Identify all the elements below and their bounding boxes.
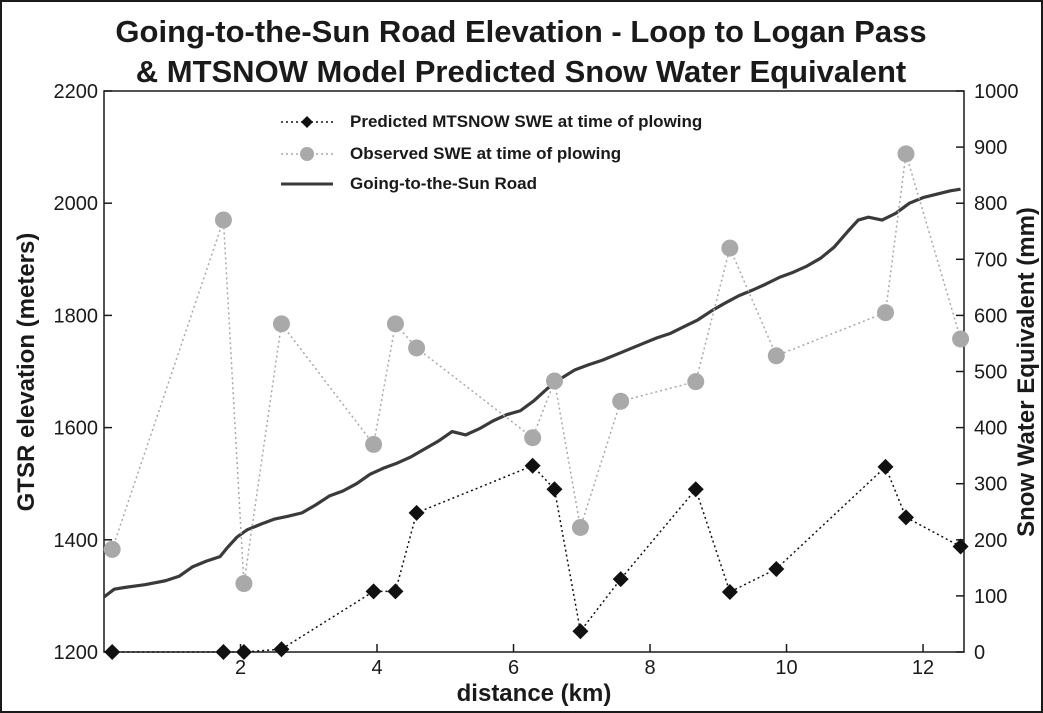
legend: Predicted MTSNOW SWE at time of plowing … xyxy=(281,112,702,193)
legend-predicted-diamond-icon xyxy=(301,116,313,128)
observed-swe-point xyxy=(612,392,630,410)
y-right-tick-label: 800 xyxy=(974,193,1007,215)
observed-swe-point xyxy=(235,575,253,593)
y-left-tick-label: 2000 xyxy=(54,193,99,215)
series-going-to-the-sun-road xyxy=(103,187,961,599)
observed-swe-point xyxy=(386,315,404,333)
legend-predicted-label: Predicted MTSNOW SWE at time of plowing xyxy=(350,112,702,131)
y-right-tick-label: 500 xyxy=(974,362,1007,384)
predicted-swe-point xyxy=(897,509,914,526)
y-right-tick-label: 600 xyxy=(974,305,1007,327)
predicted-swe-point xyxy=(721,583,738,600)
y-right-tick-label: 300 xyxy=(974,474,1007,496)
observed-swe-line xyxy=(111,153,962,584)
road-elevation-line xyxy=(103,187,961,599)
predicted-swe-line xyxy=(112,464,961,653)
observed-swe-point xyxy=(408,339,426,357)
observed-swe-point xyxy=(103,540,121,558)
y-axis-right: 0 100 200 300 400 500 600 700 800 900 1000 xyxy=(956,81,1019,664)
observed-swe-point xyxy=(571,518,589,536)
predicted-swe-point xyxy=(215,644,232,660)
x-tick-label: 4 xyxy=(371,657,382,679)
predicted-swe-point xyxy=(104,644,121,660)
legend-observed-circle-icon xyxy=(300,147,314,161)
predicted-swe-point xyxy=(387,583,404,600)
predicted-swe-point xyxy=(408,504,425,521)
y-left-tick-label: 1600 xyxy=(54,418,99,440)
legend-road-label: Going-to-the-Sun Road xyxy=(350,174,537,193)
predicted-swe-point xyxy=(235,644,252,660)
predicted-swe-point xyxy=(546,481,563,498)
y-left-tick-label: 1800 xyxy=(54,305,99,327)
observed-swe-point xyxy=(545,372,563,390)
y-right-tick-label: 200 xyxy=(974,530,1007,552)
y-right-tick-label: 1000 xyxy=(974,81,1019,103)
y-right-tick-label: 900 xyxy=(974,137,1007,159)
y-axis-left-label: GTSR elevation (meters) xyxy=(13,233,40,512)
y-axis-right-label: Snow Water Equivalent (mm) xyxy=(1013,207,1040,537)
predicted-swe-point xyxy=(524,457,541,474)
predicted-swe-point xyxy=(687,481,704,498)
predicted-swe-point xyxy=(768,560,785,577)
y-right-tick-label: 400 xyxy=(974,418,1007,440)
x-tick-label: 10 xyxy=(775,657,797,679)
legend-observed-label: Observed SWE at time of plowing xyxy=(350,144,621,163)
observed-swe-point xyxy=(897,145,915,163)
observed-swe-point xyxy=(365,435,383,453)
y-right-tick-label: 0 xyxy=(974,642,985,664)
x-tick-label: 6 xyxy=(508,657,519,679)
y-left-tick-label: 1400 xyxy=(54,530,99,552)
observed-swe-point xyxy=(952,330,970,348)
observed-swe-point xyxy=(721,239,739,257)
y-left-tick-label: 2200 xyxy=(54,81,99,103)
series-observed-swe xyxy=(103,145,970,593)
predicted-swe-point xyxy=(572,623,589,640)
predicted-swe-point xyxy=(877,458,894,475)
predicted-swe-point xyxy=(612,571,629,588)
x-tick-label: 8 xyxy=(644,657,655,679)
predicted-swe-point xyxy=(273,641,290,658)
chart-title-line2: & MTSNOW Model Predicted Snow Water Equi… xyxy=(136,54,906,89)
chart-title-line1: Going-to-the-Sun Road Elevation - Loop t… xyxy=(115,14,926,49)
y-right-tick-label: 100 xyxy=(974,586,1007,608)
observed-swe-point xyxy=(272,315,290,333)
x-tick-label: 12 xyxy=(912,657,934,679)
predicted-swe-point xyxy=(365,583,382,600)
observed-swe-point xyxy=(214,211,232,229)
x-axis: 2 4 6 8 10 12 xyxy=(235,644,934,679)
observed-swe-point xyxy=(767,347,785,365)
x-axis-label: distance (km) xyxy=(457,680,612,707)
observed-swe-point xyxy=(524,429,542,447)
observed-swe-point xyxy=(687,373,705,391)
predicted-swe-point xyxy=(952,538,969,555)
y-right-tick-label: 700 xyxy=(974,249,1007,271)
x-tick-label: 2 xyxy=(235,657,246,679)
observed-swe-point xyxy=(877,304,895,322)
y-left-tick-label: 1200 xyxy=(54,642,99,664)
series-predicted-swe xyxy=(104,457,969,660)
